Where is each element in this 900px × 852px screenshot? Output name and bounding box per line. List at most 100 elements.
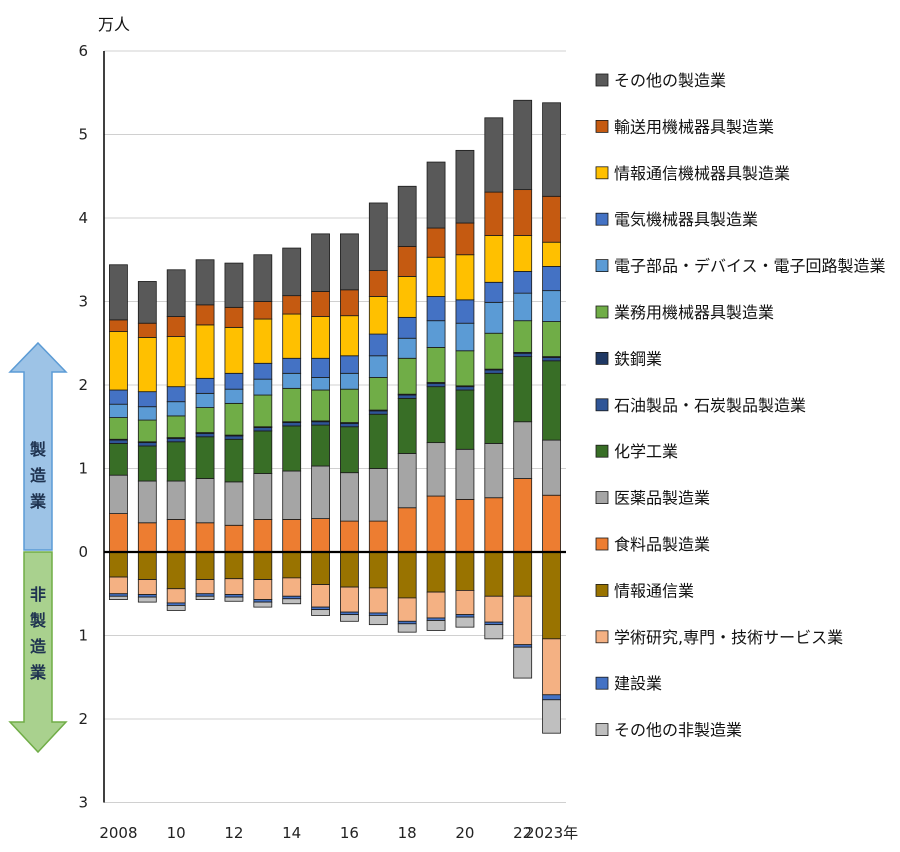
bar-segment	[368, 355, 388, 378]
x-tick-label: 12	[224, 824, 243, 842]
legend-swatch	[595, 212, 609, 226]
bar-segment	[311, 424, 330, 467]
bar-segment	[109, 474, 128, 514]
bar-segment	[253, 430, 273, 474]
bar-segment	[542, 551, 561, 640]
bar-segment	[137, 406, 157, 421]
bar-segment	[397, 245, 417, 277]
bar-segment	[253, 601, 273, 608]
bar-segment	[109, 403, 128, 418]
bar-segment	[311, 421, 330, 426]
bar-segment	[109, 417, 128, 440]
bar-segment	[109, 264, 128, 321]
bar-segment	[166, 480, 186, 520]
y-tick-label: 6	[78, 42, 88, 60]
bar-segment	[368, 615, 388, 626]
bar-segment	[195, 579, 215, 595]
bar-segment	[253, 551, 273, 580]
bar-segment	[224, 388, 244, 404]
bar-segment	[311, 518, 330, 553]
bar-segment	[137, 579, 157, 595]
bar-segment	[513, 235, 533, 272]
bar-segment	[282, 357, 302, 374]
bar-segment	[224, 262, 244, 308]
bar-segment	[166, 438, 186, 443]
bar-segment	[195, 433, 215, 438]
bar-segment	[426, 296, 446, 322]
bar-segment	[484, 551, 504, 597]
x-tick-label: 16	[340, 824, 359, 842]
bar-segment	[542, 241, 561, 267]
bar-segment	[224, 326, 244, 374]
x-tick-label: 18	[398, 824, 417, 842]
bar-segment	[224, 438, 244, 483]
bar-segment	[195, 478, 215, 524]
bar-segment	[166, 441, 186, 482]
bar-segment	[195, 324, 215, 379]
bar-segment	[137, 522, 157, 553]
bar-segment	[340, 355, 359, 374]
bar-segment	[542, 321, 561, 358]
bar-segment	[484, 595, 504, 623]
bar-segment	[455, 222, 475, 256]
bar-segment	[224, 435, 244, 440]
bar-segment	[542, 195, 561, 243]
legend-swatch	[595, 630, 609, 644]
bar-segment	[282, 247, 302, 297]
bar-segment	[253, 427, 273, 432]
legend-swatch	[595, 305, 609, 319]
bar-segment	[166, 316, 186, 337]
bar-segment	[455, 389, 475, 450]
bar-segment	[484, 497, 504, 553]
legend-label: その他の製造業	[614, 71, 726, 90]
bar-segment	[224, 596, 244, 602]
manufacturing-arrow	[8, 341, 68, 551]
y-tick-label: 2	[78, 376, 88, 394]
bar-segment	[513, 421, 533, 479]
bar-segment	[195, 522, 215, 553]
x-tick-label: 2008	[99, 824, 137, 842]
bar-segment	[253, 254, 273, 302]
bar-segment	[137, 419, 157, 443]
bar-segment	[109, 439, 128, 444]
bar-segment	[455, 254, 475, 301]
legend-label: 情報通信業	[614, 581, 694, 600]
bar-segment	[397, 185, 417, 247]
bar-segment	[137, 281, 157, 324]
bar-segment	[397, 397, 417, 454]
bar-segment	[253, 579, 273, 600]
bar-segment	[224, 551, 244, 580]
x-tick-label: 20	[455, 824, 474, 842]
x-tick-label: 14	[282, 824, 301, 842]
bar-segment	[340, 289, 359, 317]
bar-segment	[426, 551, 446, 593]
bar-segment	[195, 436, 215, 479]
bar-segment	[397, 453, 417, 509]
bar-segment	[513, 189, 533, 236]
bar-segment	[513, 320, 533, 353]
bar-segment	[484, 117, 504, 193]
bar-segment	[195, 551, 215, 580]
bar-segment	[109, 551, 128, 578]
bar-segment	[311, 389, 330, 422]
bar-segment	[455, 322, 475, 352]
bar-segment	[484, 191, 504, 236]
bar-segment	[368, 413, 388, 469]
bar-segment	[542, 699, 561, 734]
bar-segment	[426, 320, 446, 348]
bar-segment	[137, 445, 157, 482]
bar-segment	[368, 270, 388, 297]
bar-segment	[224, 306, 244, 328]
bar-segment	[484, 281, 504, 303]
legend-label: 学術研究,専門・技術サービス業	[614, 628, 843, 647]
bar-segment	[282, 425, 302, 472]
bar-segment	[282, 598, 302, 605]
bar-segment	[340, 551, 359, 588]
bar-segment	[253, 394, 273, 428]
y-tick-label: 1	[78, 627, 88, 645]
bar-segment	[513, 595, 533, 646]
legend-label: 業務用機械器具製造業	[614, 303, 774, 322]
legend-swatch	[595, 491, 609, 505]
bar-segment	[224, 481, 244, 526]
